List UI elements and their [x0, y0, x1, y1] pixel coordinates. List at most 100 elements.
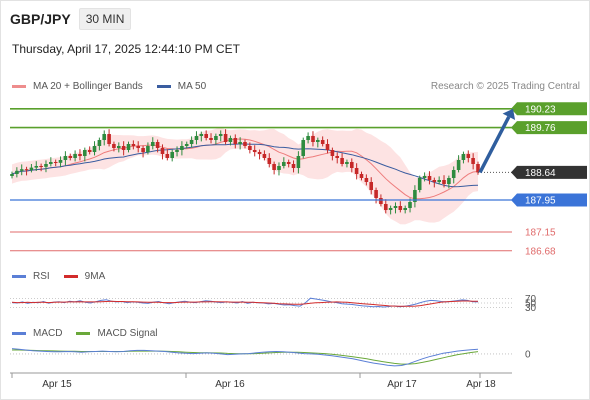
candle-body	[184, 144, 189, 146]
macd-line	[11, 348, 479, 367]
candle-body	[388, 208, 393, 210]
candle-body	[393, 206, 398, 208]
support-label: 187.15	[525, 228, 556, 239]
pivot-label: 187.95	[525, 196, 556, 207]
currency-pair: GBP/JPY	[10, 11, 71, 27]
rsi-legend: RSI 9MA	[12, 271, 105, 282]
legend-rsi-ma-label: 9MA	[84, 271, 106, 282]
candle-body	[301, 140, 305, 156]
candle-body	[296, 156, 301, 168]
candle-body	[350, 162, 354, 168]
candle-body	[107, 134, 111, 144]
candle-body	[354, 168, 359, 174]
legend-rsi: RSI	[12, 271, 50, 282]
x-tick-label: Apr 18	[466, 379, 496, 390]
candle-body	[277, 166, 281, 170]
candle-body	[199, 134, 204, 136]
x-tick-label: Apr 16	[215, 379, 245, 390]
candle-body	[442, 180, 446, 184]
candle-body	[117, 146, 121, 148]
candle-body	[286, 162, 291, 164]
candle-body	[413, 190, 417, 202]
timeframe-button[interactable]: 30 MIN	[78, 8, 132, 30]
rsi-tick-label: 50	[525, 299, 537, 310]
candle-body	[160, 148, 165, 154]
header: GBP/JPY 30 MIN	[10, 8, 132, 30]
macd-tick-label: 0	[525, 349, 531, 360]
candle-body	[34, 166, 39, 168]
candle-body	[189, 140, 194, 144]
candle-body	[364, 178, 369, 182]
rsi-tick-label: 30	[525, 303, 537, 314]
legend-ma50-label: MA 50	[177, 81, 207, 92]
candle-body	[384, 204, 388, 210]
legend-macd-signal-label: MACD Signal	[97, 328, 158, 339]
support-label: 186.68	[525, 246, 556, 257]
candle-body	[44, 164, 48, 167]
candle-body	[447, 178, 451, 184]
candle-body	[121, 146, 126, 150]
candle-body	[262, 154, 267, 158]
candle-body	[403, 208, 407, 210]
candle-body	[252, 150, 257, 152]
macd-signal-swatch	[76, 332, 91, 335]
candle-body	[24, 169, 29, 171]
candle-body	[427, 176, 432, 180]
rsi-ma-swatch	[63, 275, 78, 278]
projection-arrow	[478, 115, 511, 174]
candle-body	[136, 146, 140, 148]
candle-body	[73, 154, 77, 158]
candle-body	[320, 140, 325, 144]
candle-body	[291, 164, 296, 168]
candle-body	[209, 138, 213, 140]
candle-body	[39, 166, 43, 167]
resistance-label: 189.76	[525, 123, 556, 134]
candle-body	[374, 190, 378, 198]
candle-body	[218, 134, 223, 136]
legend-macd-signal: MACD Signal	[76, 328, 157, 339]
candle-body	[432, 180, 437, 182]
candle-body	[112, 144, 116, 148]
candles	[10, 129, 480, 215]
candle-body	[19, 169, 24, 171]
candle-body	[165, 154, 170, 158]
candle-body	[233, 138, 238, 144]
candle-body	[340, 158, 344, 164]
legend-ma20: MA 20 + Bollinger Bands	[12, 81, 143, 92]
legend-macd: MACD	[12, 328, 62, 339]
candle-body	[257, 152, 262, 154]
candle-body	[102, 134, 106, 140]
ma20-line	[11, 138, 479, 200]
x-tick-label: Apr 17	[387, 379, 417, 390]
legend-rsi-label: RSI	[33, 271, 50, 282]
timestamp: Thursday, April 17, 2025 12:44:10 PM CET	[12, 42, 240, 56]
candle-body	[398, 206, 403, 210]
candle-body	[316, 140, 320, 142]
candle-body	[204, 134, 208, 138]
candle-body	[451, 170, 456, 178]
candle-body	[141, 148, 145, 152]
candle-body	[131, 144, 136, 146]
candle-body	[10, 174, 14, 176]
candle-body	[29, 167, 34, 170]
candle-body	[369, 182, 373, 190]
candle-body	[83, 150, 87, 156]
candle-body	[311, 136, 315, 142]
candle-body	[243, 142, 247, 146]
candle-body	[175, 150, 179, 152]
x-tick-label: Apr 15	[42, 379, 72, 390]
candle-body	[335, 156, 339, 158]
candle-body	[471, 158, 475, 164]
current-price-tag	[511, 165, 587, 179]
resistance-label: 190.23	[525, 104, 556, 115]
candle-body	[345, 162, 349, 164]
candle-body	[214, 136, 218, 140]
candle-body	[238, 142, 242, 144]
credit: Research © 2025 Trading Central	[430, 81, 580, 92]
candle-body	[53, 162, 58, 163]
ma50-swatch	[156, 85, 171, 88]
candle-body	[68, 156, 73, 158]
candle-body	[170, 152, 174, 158]
candle-body	[282, 162, 286, 166]
